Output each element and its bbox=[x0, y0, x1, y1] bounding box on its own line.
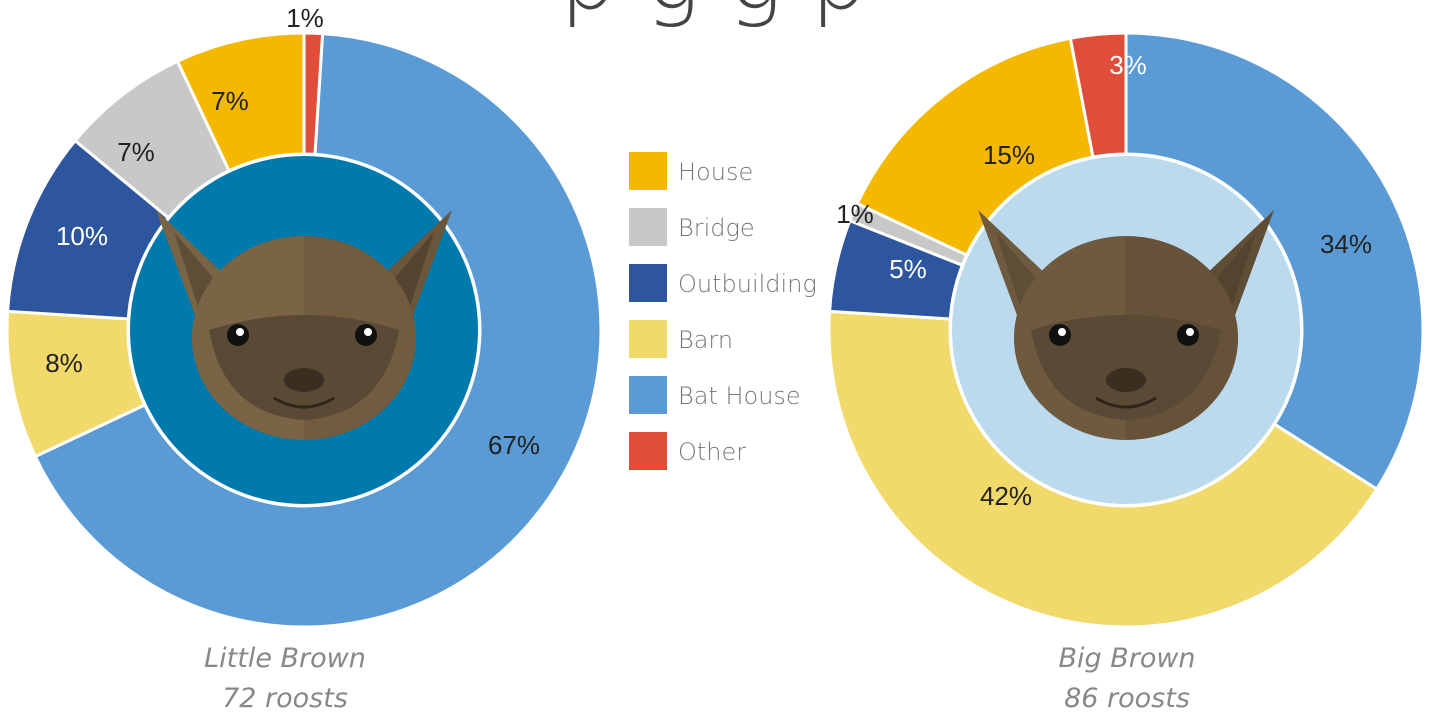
big-brown-label-other: 3% bbox=[1109, 50, 1147, 80]
legend: House Bridge Outbuilding Barn Bat House Other bbox=[629, 152, 817, 470]
donut-big-brown: 34% 42% 5% 1% 15% 3% bbox=[827, 31, 1425, 629]
little-brown-label-bat-house: 67% bbox=[488, 430, 540, 460]
legend-swatch-bat-house bbox=[629, 376, 667, 414]
caption-big-brown-name: Big Brown bbox=[1058, 643, 1195, 674]
big-brown-slice-barn bbox=[827, 309, 1379, 629]
legend-swatch-outbuilding bbox=[629, 264, 667, 302]
legend-swatch-barn bbox=[629, 320, 667, 358]
legend-label-other: Other bbox=[678, 438, 746, 466]
legend-label-bridge: Bridge bbox=[678, 214, 755, 242]
legend-item-barn: Barn bbox=[629, 320, 733, 358]
little-brown-label-other: 1% bbox=[286, 3, 324, 33]
little-brown-label-outbuilding: 10% bbox=[56, 221, 108, 251]
legend-swatch-bridge bbox=[629, 208, 667, 246]
little-brown-label-house: 7% bbox=[211, 86, 249, 116]
little-brown-bat-face-icon bbox=[156, 210, 452, 440]
little-brown-slice-house bbox=[175, 31, 306, 173]
little-brown-slice-bat-house bbox=[33, 31, 603, 629]
big-brown-label-outbuilding: 5% bbox=[889, 254, 927, 284]
big-brown-label-bat-house: 34% bbox=[1320, 229, 1372, 259]
big-brown-bat-face-icon bbox=[978, 210, 1274, 440]
legend-swatch-house bbox=[629, 152, 667, 190]
legend-label-bat-house: Bat House bbox=[678, 382, 801, 410]
legend-item-bridge: Bridge bbox=[629, 208, 755, 246]
caption-big-brown-count: 86 roosts bbox=[1064, 683, 1190, 714]
donut-little-brown: 1% 67% 8% 10% 7% 7% bbox=[5, 3, 603, 629]
legend-label-barn: Barn bbox=[678, 326, 733, 354]
little-brown-label-bridge: 7% bbox=[117, 137, 155, 167]
little-brown-label-barn: 8% bbox=[45, 348, 83, 378]
big-brown-slice-bat-house bbox=[1124, 31, 1425, 492]
big-brown-label-bridge: 1% bbox=[836, 199, 874, 229]
caption-little-brown-name: Little Brown bbox=[204, 643, 366, 674]
legend-label-house: House bbox=[678, 158, 753, 186]
chart-title-fragment: p g g p bbox=[560, 0, 868, 30]
big-brown-label-barn: 42% bbox=[980, 481, 1032, 511]
legend-item-outbuilding: Outbuilding bbox=[629, 264, 817, 302]
legend-item-other: Other bbox=[629, 432, 746, 470]
legend-item-bat-house: Bat House bbox=[629, 376, 801, 414]
legend-item-house: House bbox=[629, 152, 753, 190]
big-brown-label-house: 15% bbox=[983, 140, 1035, 170]
caption-little-brown-count: 72 roosts bbox=[222, 683, 348, 714]
big-brown-slice-other bbox=[1068, 31, 1128, 159]
legend-swatch-other bbox=[629, 432, 667, 470]
legend-label-outbuilding: Outbuilding bbox=[678, 270, 817, 298]
